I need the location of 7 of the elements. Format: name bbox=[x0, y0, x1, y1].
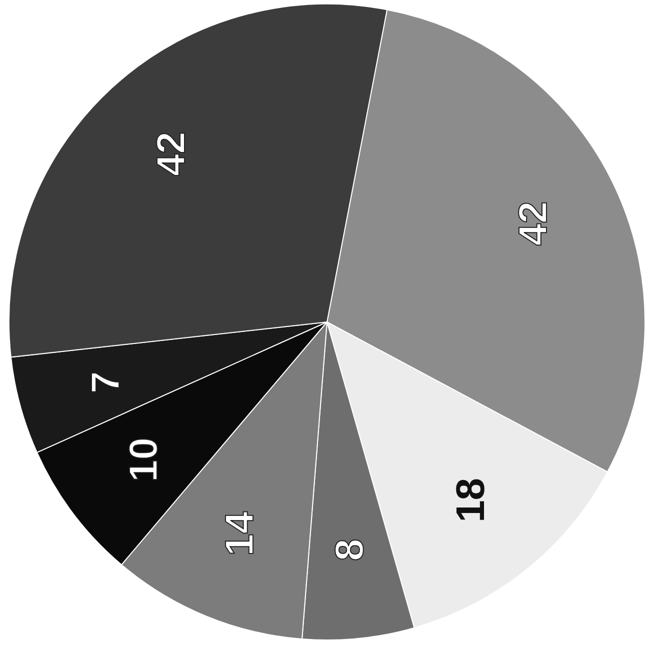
data-label: 14 bbox=[218, 510, 262, 556]
data-label: 7 bbox=[84, 371, 128, 394]
data-label: 42 bbox=[512, 201, 556, 246]
data-label: 18 bbox=[448, 478, 493, 522]
data-label: 10 bbox=[122, 437, 166, 482]
data-label: 8 bbox=[328, 538, 372, 561]
data-label: 42 bbox=[150, 132, 194, 176]
